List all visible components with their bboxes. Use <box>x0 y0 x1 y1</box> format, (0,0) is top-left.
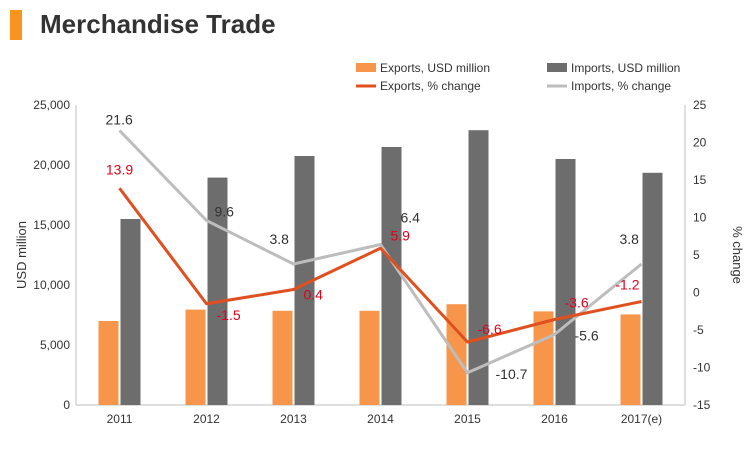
bar-imports <box>642 172 663 405</box>
y-left-tick-label: 15,000 <box>33 218 70 232</box>
y-axis-right-title: % change <box>730 226 745 284</box>
y-right-tick-label: 25 <box>693 98 707 112</box>
legend-swatch <box>547 63 567 72</box>
y-left-tick-label: 10,000 <box>33 278 70 292</box>
y-axis-left-title: USD million <box>14 221 29 289</box>
y-right-tick-label: -5 <box>693 323 704 337</box>
bar-exports <box>359 310 380 405</box>
data-label-imports-change: 3.8 <box>270 231 290 247</box>
y-right-tick-label: 5 <box>693 248 700 262</box>
legend-label: Imports, USD million <box>571 61 680 75</box>
y-right-tick-label: 0 <box>693 286 700 300</box>
legend-swatch <box>356 63 376 72</box>
data-label-imports-change: 21.6 <box>106 112 133 128</box>
data-label-imports-change: -5.6 <box>575 328 599 344</box>
data-label-exports-change: -6.6 <box>478 321 502 337</box>
y-right-tick-label: 15 <box>693 173 707 187</box>
title-accent-bar <box>10 10 22 40</box>
x-tick-label: 2013 <box>280 412 307 426</box>
y-right-tick-label: 20 <box>693 136 707 150</box>
y-right-tick-label: 10 <box>693 211 707 225</box>
x-tick-label: 2012 <box>193 412 220 426</box>
x-tick-label: 2011 <box>107 412 133 426</box>
bar-imports <box>468 130 489 405</box>
x-tick-label: 2017(e) <box>621 412 662 426</box>
bar-imports <box>555 159 576 405</box>
y-left-tick-label: 0 <box>63 398 70 412</box>
legend-label: Imports, % change <box>571 79 671 93</box>
bar-exports <box>620 314 641 405</box>
x-tick-label: 2015 <box>454 412 481 426</box>
y-right-tick-label: -10 <box>693 361 711 375</box>
bar-exports <box>185 309 206 405</box>
legend-label: Exports, % change <box>380 79 481 93</box>
data-label-imports-change: 6.4 <box>401 210 421 226</box>
legend-label: Exports, USD million <box>380 61 490 75</box>
data-label-exports-change: -1.2 <box>615 277 639 293</box>
data-label-imports-change: 9.6 <box>215 204 235 220</box>
line-exports-change <box>118 187 642 344</box>
bar-imports <box>381 147 402 405</box>
data-label-exports-change: -1.5 <box>217 307 241 323</box>
x-tick-label: 2014 <box>367 412 394 426</box>
data-label-imports-change: 3.8 <box>620 231 640 247</box>
bar-imports <box>294 156 315 405</box>
data-label-exports-change: 0.4 <box>304 287 324 303</box>
line-imports-change <box>118 129 643 375</box>
y-right-tick-label: -15 <box>693 398 711 412</box>
y-left-tick-label: 25,000 <box>33 98 70 112</box>
x-tick-label: 2016 <box>541 412 568 426</box>
bar-exports <box>533 311 554 405</box>
y-left-tick-label: 20,000 <box>33 158 70 172</box>
bar-exports <box>98 321 119 405</box>
data-label-exports-change: 5.9 <box>391 227 411 243</box>
data-label-exports-change: 13.9 <box>106 161 133 177</box>
bar-imports <box>120 219 141 405</box>
bar-exports <box>272 310 293 405</box>
data-label-exports-change: -3.6 <box>565 295 589 311</box>
page-title: Merchandise Trade <box>40 9 276 39</box>
bar-imports <box>207 177 228 405</box>
y-left-tick-label: 5,000 <box>40 338 70 352</box>
data-label-imports-change: -10.7 <box>496 366 528 382</box>
